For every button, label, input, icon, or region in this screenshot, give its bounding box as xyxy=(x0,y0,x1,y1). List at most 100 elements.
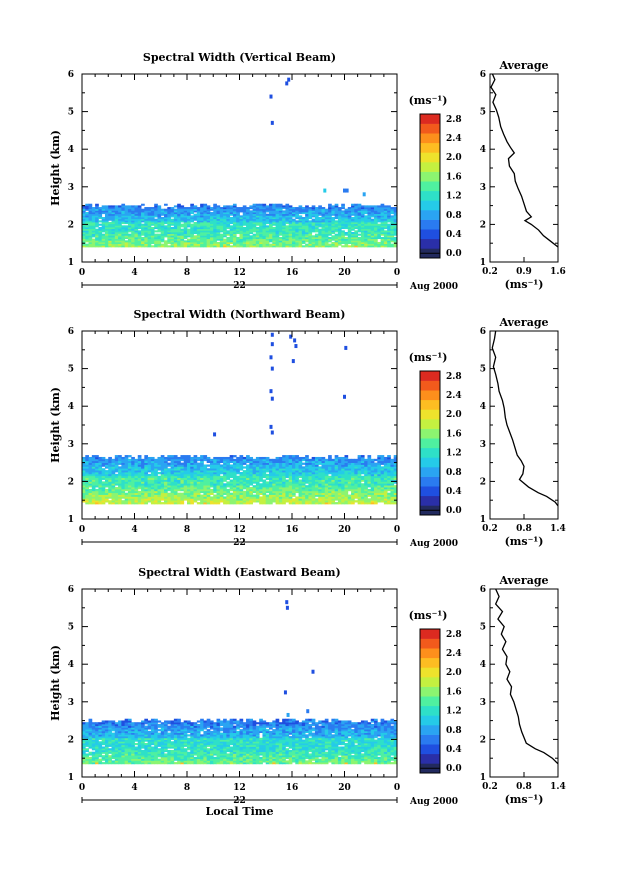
heatmap-cell xyxy=(108,472,112,475)
heatmap-cell xyxy=(360,230,365,233)
isolated-echo xyxy=(270,332,274,337)
heatmap-cell xyxy=(104,223,109,226)
heatmap-cell xyxy=(127,458,132,462)
heatmap-cell xyxy=(219,481,224,484)
heatmap-cell xyxy=(196,464,201,467)
heatmap-cell xyxy=(111,207,116,210)
heatmap-cell xyxy=(308,228,313,231)
heatmap-cell xyxy=(344,243,349,246)
heatmap-cell xyxy=(131,475,135,479)
heatmap-cell xyxy=(187,222,191,225)
heatmap-cell xyxy=(262,487,267,490)
heatmap-cell xyxy=(246,238,250,241)
heatmap-cell xyxy=(121,458,126,462)
heatmap-cell xyxy=(144,464,149,467)
heatmap-cell xyxy=(288,475,293,479)
heatmap-cell xyxy=(321,241,326,245)
heatmap-cell xyxy=(187,500,191,503)
date-label: 22 xyxy=(233,538,246,548)
heatmap-cell xyxy=(173,235,178,238)
heatmap-cell xyxy=(101,462,106,465)
heatmap-cell xyxy=(239,494,244,497)
heatmap-cell xyxy=(236,240,240,243)
heatmap-cell xyxy=(147,458,152,462)
heatmap-cell xyxy=(114,218,119,221)
heatmap-cell xyxy=(200,500,204,503)
heatmap-cell xyxy=(265,241,270,245)
heatmap-cell xyxy=(292,455,296,458)
heatmap-cell xyxy=(321,227,326,230)
heatmap-cell xyxy=(285,475,290,479)
heatmap-cell xyxy=(390,243,395,246)
heatmap-cell xyxy=(124,496,129,499)
heatmap-cell xyxy=(229,494,234,497)
heatmap-cell xyxy=(124,230,129,233)
heatmap-cell xyxy=(183,464,188,467)
heatmap-cell xyxy=(275,481,280,484)
panel-3: Spectral Width (Eastward Beam)0 4 8 12 16 20 0… xyxy=(49,566,566,818)
heatmap-cell xyxy=(390,500,395,503)
heatmap-cell xyxy=(288,488,293,492)
heatmap-cell xyxy=(262,502,267,505)
heatmap-cell xyxy=(173,498,178,501)
heatmap-cell xyxy=(370,487,375,490)
heatmap-cell xyxy=(393,492,398,495)
heatmap-cell xyxy=(137,462,142,465)
heatmap-cell xyxy=(331,225,336,228)
heatmap-cell xyxy=(387,481,391,484)
heatmap-cell xyxy=(167,483,171,486)
heatmap-cell xyxy=(147,213,152,216)
heatmap-cell xyxy=(246,481,250,484)
heatmap-cell xyxy=(183,470,188,473)
heatmap-cell xyxy=(203,231,208,235)
heatmap-cell xyxy=(101,477,106,480)
heatmap-cell xyxy=(298,240,303,243)
heatmap-cell xyxy=(167,212,171,215)
heatmap-cell xyxy=(255,466,260,469)
heatmap-cell xyxy=(232,464,237,467)
heatmap-cell xyxy=(111,462,116,465)
heatmap-cell xyxy=(236,488,240,492)
heatmap-cell xyxy=(150,492,155,495)
heatmap-cell xyxy=(282,502,286,505)
heatmap-cell xyxy=(200,235,204,238)
heatmap-cell xyxy=(288,460,293,463)
heatmap-cell xyxy=(374,223,378,226)
heatmap-cell xyxy=(226,483,231,486)
heatmap-cell xyxy=(124,502,129,505)
heatmap-cell xyxy=(219,472,224,475)
heatmap-cell xyxy=(164,462,168,465)
profile-y-tick-label: 2 xyxy=(480,220,486,230)
heatmap-cell xyxy=(160,462,165,465)
heatmap-cell xyxy=(328,233,332,236)
heatmap-cell xyxy=(187,208,191,211)
heatmap-cell xyxy=(393,496,398,499)
heatmap-cell xyxy=(292,500,296,503)
heatmap-cell xyxy=(232,213,237,216)
heatmap-cell xyxy=(88,205,93,208)
profile-x-tick-label: 0.2 xyxy=(482,267,498,277)
heatmap-cell xyxy=(364,215,368,218)
heatmap-cell xyxy=(108,236,112,240)
heatmap-cell xyxy=(357,212,362,215)
heatmap-cell xyxy=(236,210,240,213)
heatmap-cell xyxy=(249,464,254,467)
heatmap-cell xyxy=(370,236,375,240)
heatmap-cell xyxy=(308,243,313,246)
heatmap-cell xyxy=(124,479,129,482)
heatmap-cell xyxy=(347,479,352,482)
heatmap-cell xyxy=(331,481,336,484)
heatmap-cell xyxy=(209,466,214,469)
heatmap-cell xyxy=(285,487,290,490)
heatmap-cell xyxy=(393,490,398,494)
heatmap-cell xyxy=(242,462,247,465)
heatmap-cell xyxy=(374,481,378,484)
heatmap-cell xyxy=(295,472,299,475)
heatmap-cell xyxy=(226,470,231,473)
heatmap-cell xyxy=(144,458,149,462)
heatmap-cell xyxy=(331,485,336,488)
heatmap-cell xyxy=(141,208,145,211)
heatmap-cell xyxy=(367,455,372,458)
heatmap-cell xyxy=(127,492,132,495)
heatmap-cell xyxy=(164,225,168,228)
